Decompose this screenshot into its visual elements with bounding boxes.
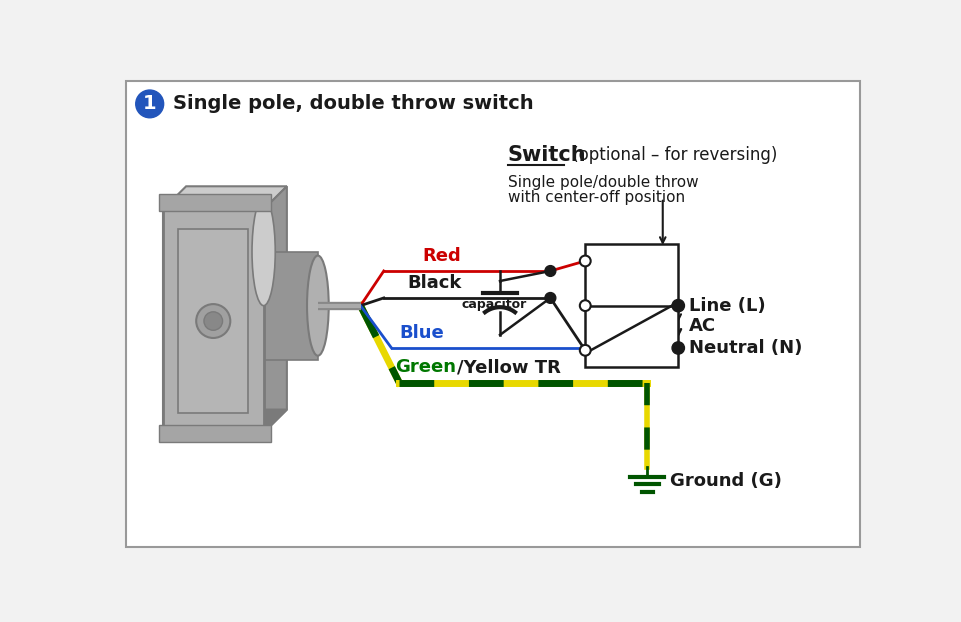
Circle shape [544,292,555,304]
FancyBboxPatch shape [162,210,263,433]
Text: 1: 1 [143,95,157,113]
Text: Neutral (N): Neutral (N) [688,339,801,357]
Circle shape [136,90,163,118]
Text: capacitor: capacitor [460,297,526,310]
Circle shape [579,345,590,356]
Text: Line (L): Line (L) [688,297,765,315]
Circle shape [204,312,222,330]
Text: Blue: Blue [399,324,444,342]
FancyBboxPatch shape [178,229,248,414]
FancyBboxPatch shape [159,194,271,211]
Polygon shape [263,187,286,433]
Ellipse shape [252,198,275,305]
Text: Single pole/double throw: Single pole/double throw [507,175,698,190]
Ellipse shape [307,256,329,356]
Circle shape [672,299,683,312]
Text: Ground (G): Ground (G) [670,472,781,490]
Circle shape [579,256,590,266]
FancyBboxPatch shape [263,252,317,360]
Text: Single pole, double throw switch: Single pole, double throw switch [173,95,533,113]
Text: Green: Green [395,358,456,376]
Text: Switch: Switch [507,146,586,165]
Circle shape [579,300,590,311]
FancyBboxPatch shape [126,81,859,547]
Text: with center-off position: with center-off position [507,190,684,205]
FancyBboxPatch shape [162,210,263,433]
Circle shape [544,266,555,276]
Text: Red: Red [422,247,460,265]
FancyBboxPatch shape [159,425,271,442]
Text: AC: AC [688,317,716,335]
Text: (optional – for reversing): (optional – for reversing) [566,147,776,164]
Text: /Yellow TR: /Yellow TR [456,358,560,376]
Polygon shape [162,187,286,210]
Circle shape [672,342,683,354]
Polygon shape [162,410,286,433]
Text: Black: Black [407,274,461,292]
FancyBboxPatch shape [584,244,678,367]
Circle shape [196,304,230,338]
